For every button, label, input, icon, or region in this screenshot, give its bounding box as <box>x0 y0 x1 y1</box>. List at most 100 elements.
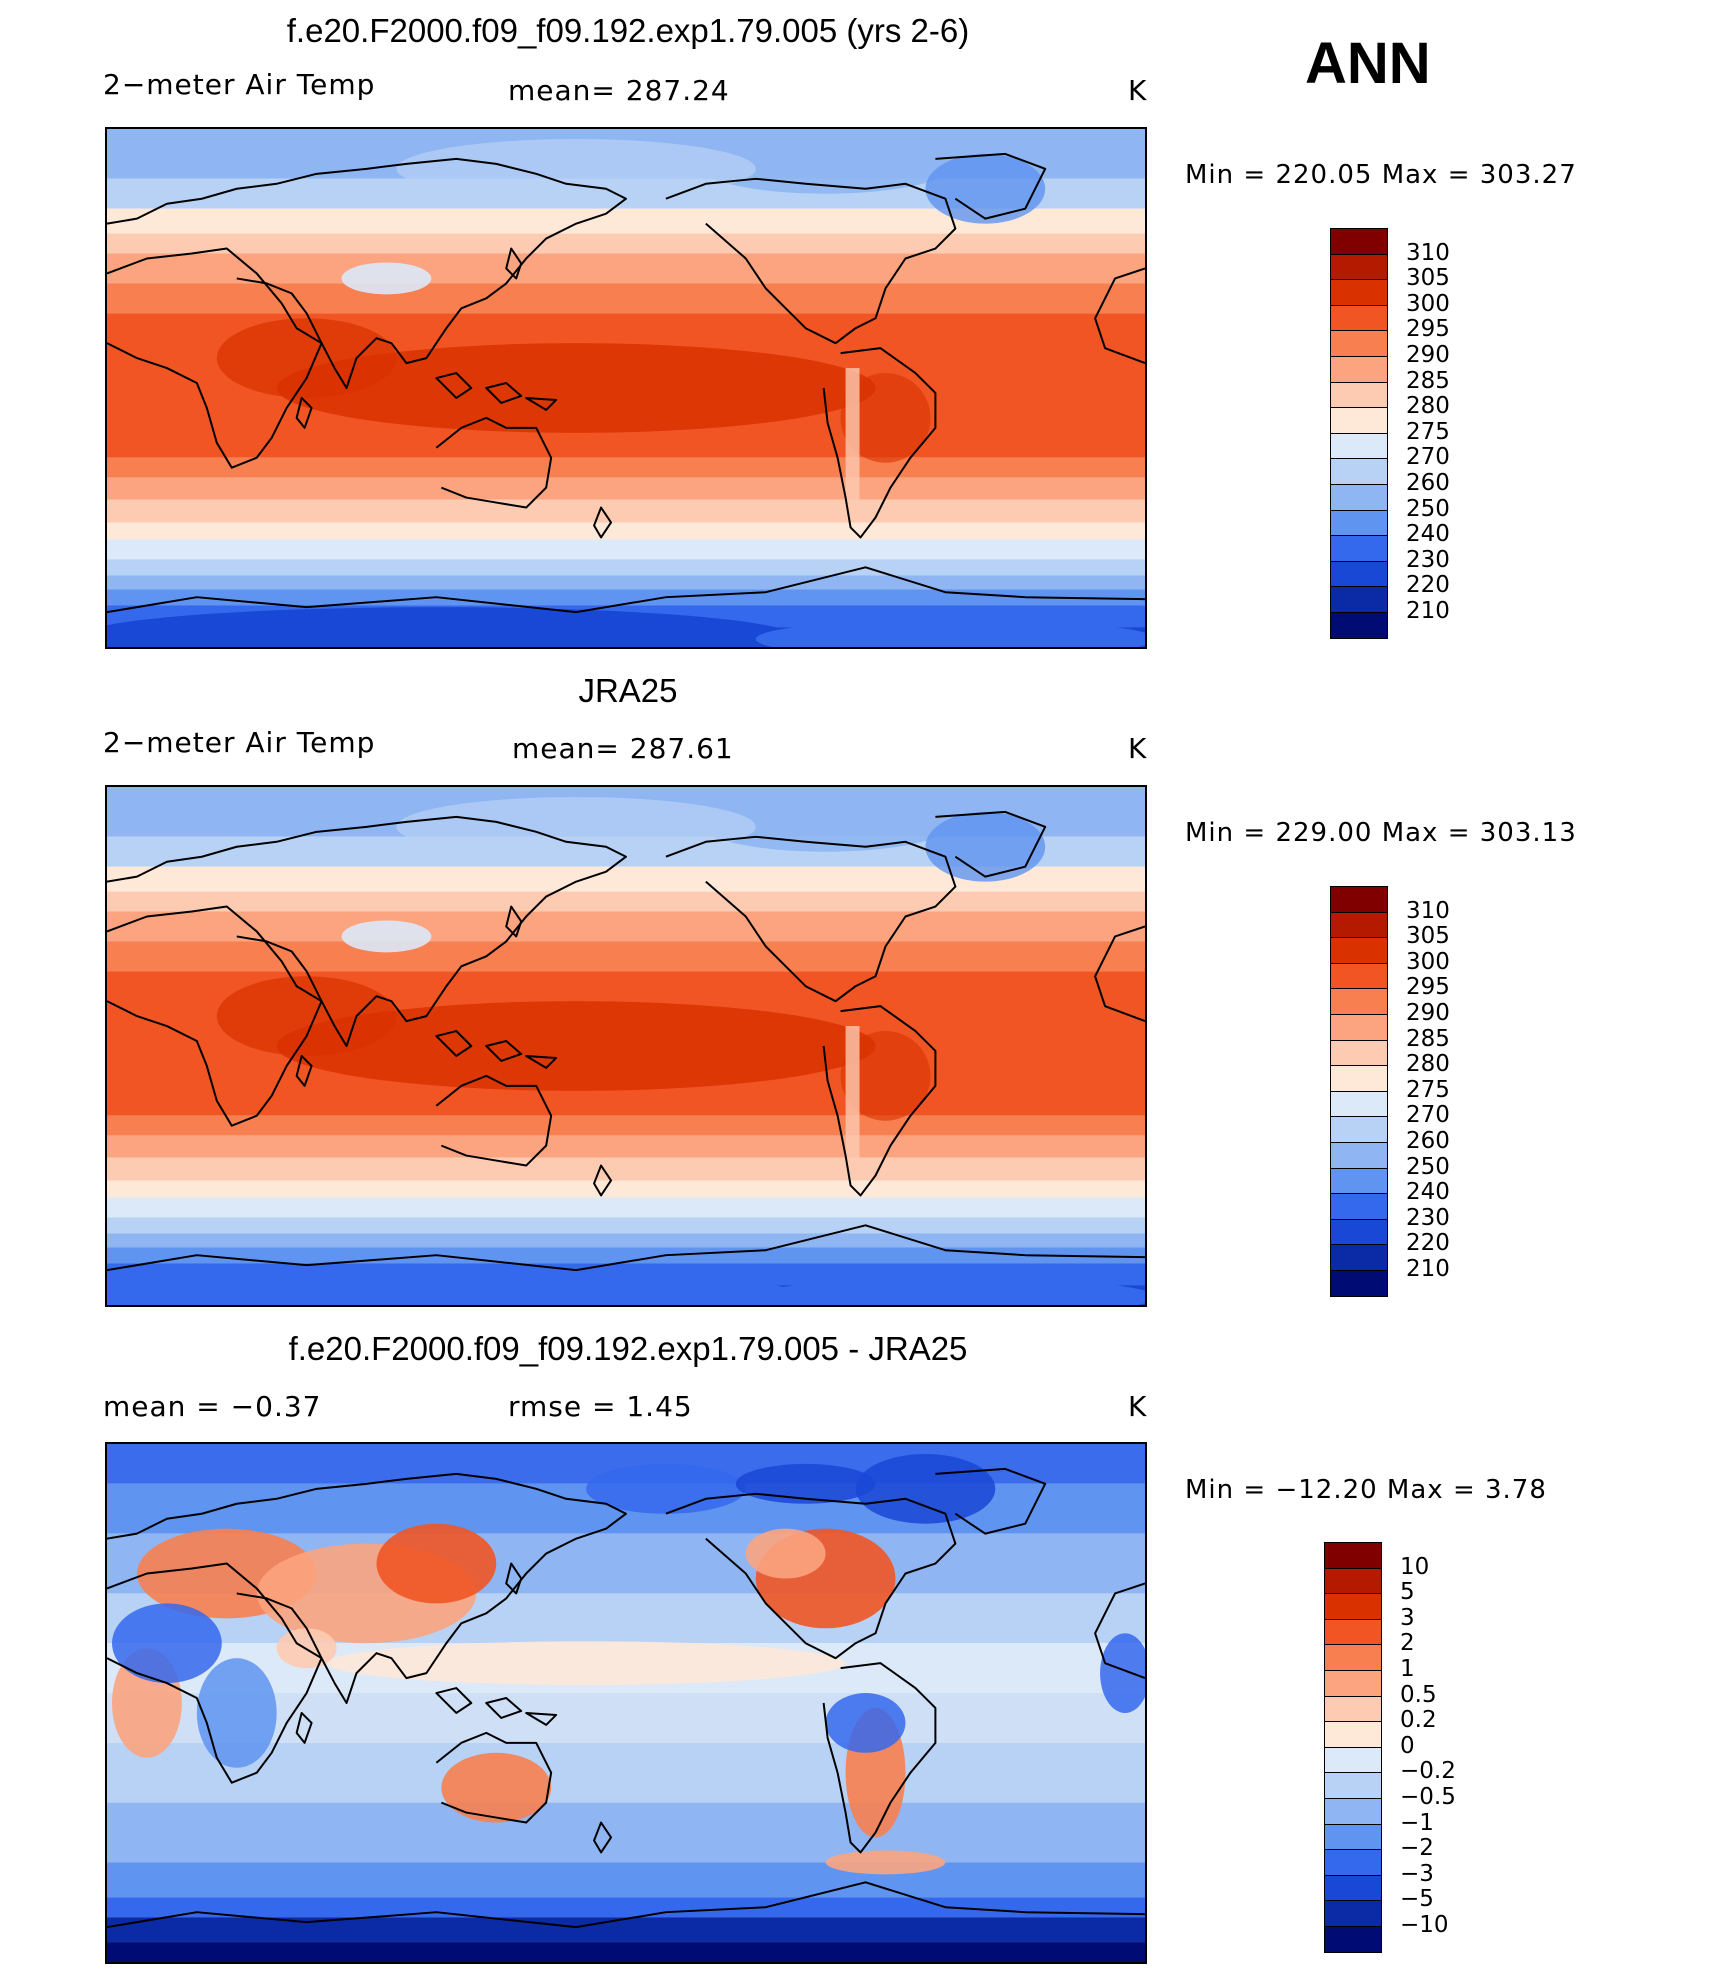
colorbar-tick-label: 295 <box>1406 974 1450 1001</box>
colorbar-swatch <box>1330 330 1388 358</box>
colorbar-swatch <box>1330 1142 1388 1170</box>
colorbar-swatch <box>1330 381 1388 409</box>
colorbar-swatch <box>1324 1695 1382 1723</box>
colorbar-tick-label: −2 <box>1400 1835 1434 1862</box>
colorbar-tick-label: 10 <box>1400 1553 1430 1580</box>
colorbar-swatch <box>1324 1798 1382 1826</box>
colorbar-swatch <box>1330 1193 1388 1221</box>
colorbar-swatch <box>1330 1244 1388 1272</box>
panel-3-map <box>105 1442 1147 1964</box>
colorbar-swatch <box>1324 1593 1382 1621</box>
colorbar-tick-label: 240 <box>1406 1179 1450 1206</box>
colorbar-swatch <box>1324 1670 1382 1698</box>
colorbar-swatch <box>1330 1039 1388 1067</box>
season-label: ANN <box>1305 31 1431 96</box>
colorbar-tick-label: 300 <box>1406 290 1450 317</box>
colorbar-tick-label: 210 <box>1406 1256 1450 1282</box>
colorbar-swatch <box>1330 535 1388 563</box>
colorbar-swatch <box>1330 279 1388 307</box>
panel-1-units: K <box>1128 74 1148 107</box>
colorbar-swatch <box>1330 988 1388 1016</box>
panel-1-variable-label: 2−meter Air Temp <box>103 68 376 101</box>
panel-3-title: f.e20.F2000.f09_f09.192.exp1.79.005 - JR… <box>288 1330 968 1367</box>
colorbar-tick-label: 3 <box>1400 1604 1415 1631</box>
colorbar-swatch <box>1330 253 1388 281</box>
colorbar-tick-label: −0.5 <box>1400 1784 1456 1810</box>
colorbar-swatch <box>1324 1823 1382 1851</box>
colorbar-tick-label: 230 <box>1406 546 1450 573</box>
colorbar-tick-label: 310 <box>1406 239 1450 266</box>
panel-3-minmax: Min = −12.20 Max = 3.78 <box>1185 1475 1547 1505</box>
colorbar-swatch <box>1330 1014 1388 1042</box>
colorbar-tick-label: 210 <box>1406 598 1450 624</box>
panel-3-rmse-label: rmse = 1.45 <box>508 1390 693 1423</box>
colorbar-tick-label: 250 <box>1406 495 1450 522</box>
colorbar-tick-label: 275 <box>1406 418 1450 445</box>
colorbar-swatch <box>1330 612 1388 640</box>
colorbar-tick-label: −0.2 <box>1400 1758 1456 1785</box>
colorbar-swatch <box>1330 484 1388 512</box>
panel-2-map <box>105 785 1147 1307</box>
colorbar-swatch <box>1330 1065 1388 1093</box>
colorbar-swatch <box>1324 1542 1382 1570</box>
colorbar-swatch <box>1324 1874 1382 1902</box>
colorbar-swatch <box>1330 1218 1388 1246</box>
colorbar-swatch <box>1324 1644 1382 1672</box>
colorbar-swatch <box>1330 560 1388 588</box>
panel-1-title: f.e20.F2000.f09_f09.192.exp1.79.005 (yrs… <box>286 12 970 49</box>
colorbar-tick-label: 250 <box>1406 1153 1450 1180</box>
colorbar-swatch <box>1324 1849 1382 1877</box>
colorbar-swatch <box>1330 1116 1388 1144</box>
colorbar-tick-label: 240 <box>1406 521 1450 548</box>
colorbar-tick-label: 0 <box>1400 1732 1415 1759</box>
colorbar-tick-label: 230 <box>1406 1204 1450 1231</box>
colorbar-swatch <box>1330 509 1388 537</box>
colorbar-tick-label: 285 <box>1406 367 1450 394</box>
colorbar-tick-label: 280 <box>1406 1051 1450 1078</box>
colorbar-swatch <box>1330 356 1388 384</box>
colorbar-tick-label: −10 <box>1400 1912 1449 1938</box>
colorbar-swatch <box>1330 886 1388 914</box>
colorbar-swatch <box>1324 1900 1382 1928</box>
colorbar-swatch <box>1324 1721 1382 1749</box>
colorbar-tick-label: 5 <box>1400 1579 1415 1606</box>
colorbar-tick-label: 220 <box>1406 1230 1450 1257</box>
colorbar-swatch <box>1324 1746 1382 1774</box>
panel-1-map <box>105 127 1147 649</box>
colorbar-swatch <box>1330 432 1388 460</box>
colorbar-tick-label: 0.2 <box>1400 1707 1437 1734</box>
colorbar-tick-label: 295 <box>1406 316 1450 343</box>
panel-3-mean-label: mean = −0.37 <box>103 1390 322 1423</box>
colorbar-tick-label: 280 <box>1406 393 1450 420</box>
colorbar-swatch <box>1330 962 1388 990</box>
colorbar-swatch <box>1324 1618 1382 1646</box>
colorbar-tick-label: 0.5 <box>1400 1681 1437 1708</box>
panel-1-minmax: Min = 220.05 Max = 303.27 <box>1185 160 1577 190</box>
panel-2-units: K <box>1128 732 1148 765</box>
colorbar-swatch <box>1330 458 1388 486</box>
colorbar-tick-label: 260 <box>1406 1128 1450 1154</box>
panel-2-variable-label: 2−meter Air Temp <box>103 726 376 759</box>
colorbar-swatch <box>1330 1270 1388 1298</box>
panel-2-minmax: Min = 229.00 Max = 303.13 <box>1185 818 1577 848</box>
colorbar-tick-label: −3 <box>1400 1860 1434 1887</box>
colorbar-tick-label: 305 <box>1406 265 1450 292</box>
colorbar-tick-label: 285 <box>1406 1025 1450 1052</box>
colorbar-tick-label: 2 <box>1400 1630 1415 1657</box>
colorbar-swatch <box>1330 586 1388 614</box>
colorbar-swatch <box>1324 1926 1382 1954</box>
panel-3-units: K <box>1128 1390 1148 1423</box>
colorbar-tick-label: −5 <box>1400 1886 1434 1913</box>
colorbar-tick-label: 270 <box>1406 444 1450 471</box>
colorbar-swatch <box>1324 1772 1382 1800</box>
colorbar-tick-label: 275 <box>1406 1076 1450 1103</box>
colorbar-swatch <box>1330 304 1388 332</box>
colorbar-tick-label: 1 <box>1400 1656 1415 1682</box>
colorbar-swatch <box>1324 1567 1382 1595</box>
colorbar-tick-label: 260 <box>1406 470 1450 496</box>
panel-2-mean-label: mean= 287.61 <box>512 732 734 765</box>
colorbar-tick-label: 220 <box>1406 572 1450 599</box>
panel-1-mean-label: mean= 287.24 <box>508 74 730 107</box>
colorbar-tick-label: −1 <box>1400 1809 1434 1836</box>
colorbar-tick-label: 310 <box>1406 897 1450 924</box>
